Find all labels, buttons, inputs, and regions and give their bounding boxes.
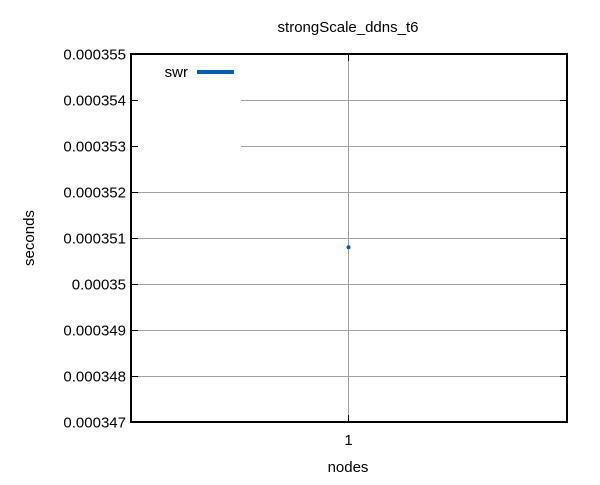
y-tick-label: 0.000351 xyxy=(63,231,126,248)
x-tick-labels: 1 xyxy=(344,432,352,449)
data-point-swr xyxy=(346,245,351,250)
y-tick-label: 0.000355 xyxy=(63,47,126,64)
legend-label-swr: swr xyxy=(165,64,188,81)
y-tick-label: 0.000348 xyxy=(63,369,126,386)
y-tick-label: 0.000347 xyxy=(63,415,126,432)
chart-title: strongScale_ddns_t6 xyxy=(278,19,419,36)
y-tick-label: 0.00035 xyxy=(72,277,126,294)
axis-ticks xyxy=(131,54,567,423)
y-tick-label: 0.000352 xyxy=(63,185,126,202)
y-tick-labels: 0.000347 0.000348 0.000349 0.00035 0.000351 0… xyxy=(63,47,126,432)
x-tick-label: 1 xyxy=(344,432,352,449)
y-tick-label: 0.000349 xyxy=(63,323,126,340)
y-tick-label: 0.000354 xyxy=(63,93,126,110)
legend: swr xyxy=(165,64,234,81)
x-axis-label: nodes xyxy=(328,459,369,476)
series xyxy=(346,245,351,250)
y-tick-label: 0.000353 xyxy=(63,139,126,156)
y-axis-label: seconds xyxy=(21,210,38,266)
